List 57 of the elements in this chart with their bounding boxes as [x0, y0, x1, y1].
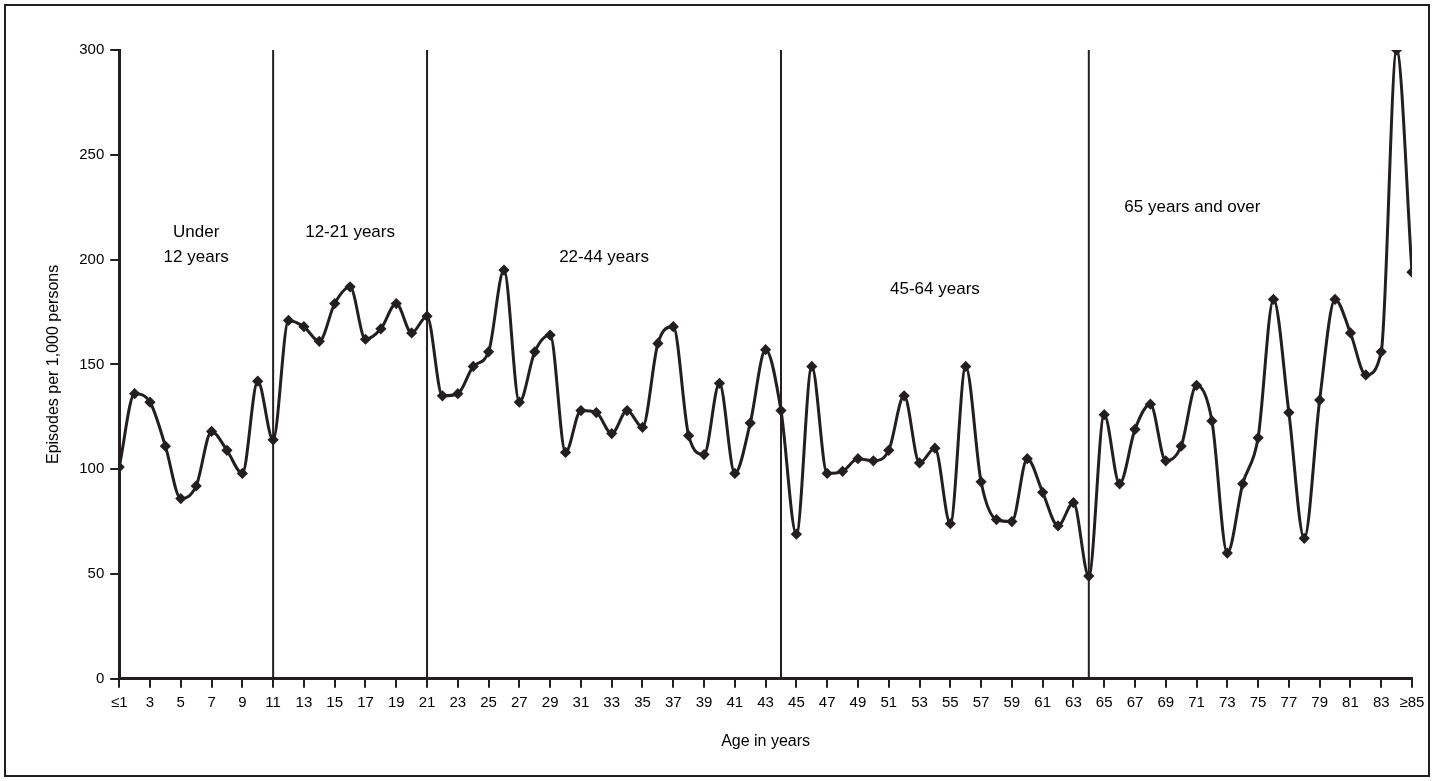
y-tick-label: 0	[95, 668, 105, 686]
x-tick-label: 41	[726, 692, 744, 710]
x-tick-label: 9	[238, 692, 247, 710]
x-tick-label: 79	[1311, 692, 1328, 710]
y-tick-label: 50	[87, 564, 105, 582]
annotation: Under 12 years	[163, 222, 229, 267]
x-tick-label: 67	[1126, 692, 1144, 710]
x-tick-label: 53	[911, 692, 928, 710]
x-tick-label: 21	[418, 692, 436, 710]
annotation: 12-21 years	[305, 222, 395, 242]
x-tick-label: 17	[357, 692, 374, 710]
x-tick-label: 47	[818, 692, 836, 710]
x-tick-label: 65	[1095, 692, 1113, 710]
x-tick-label: 71	[1188, 692, 1205, 710]
annotation: 65 years and over	[1124, 196, 1261, 216]
x-tick-label: 55	[941, 692, 959, 710]
y-tick-label: 100	[79, 459, 105, 477]
x-tick-label: 27	[511, 692, 528, 710]
x-tick-label: 39	[695, 692, 713, 710]
x-tick-label: 13	[295, 692, 313, 710]
x-tick-label: 29	[541, 692, 559, 710]
x-tick-label: 49	[849, 692, 867, 710]
y-tick-label: 200	[79, 249, 105, 267]
x-tick-label: 81	[1342, 692, 1359, 710]
x-tick-label: 11	[265, 692, 281, 710]
x-tick-label: 15	[326, 692, 344, 710]
x-tick-label: 77	[1280, 692, 1298, 710]
x-tick-label: 7	[207, 692, 216, 710]
annotation: 22-44 years	[559, 247, 649, 267]
x-tick-label: 37	[664, 692, 682, 710]
x-tick-label: 61	[1034, 692, 1051, 710]
annotation: 45-64 years	[890, 278, 980, 298]
x-tick-label: 51	[880, 692, 898, 710]
x-tick-label: 83	[1372, 692, 1390, 710]
y-tick-label: 300	[79, 40, 105, 58]
x-tick-label: 45	[788, 692, 805, 710]
x-tick-label: 25	[480, 692, 497, 710]
x-tick-label: 69	[1157, 692, 1175, 710]
x-tick-label: 3	[145, 692, 155, 710]
x-tick-label: 57	[972, 692, 990, 710]
x-tick-label: 75	[1249, 692, 1267, 710]
x-tick-label: 5	[176, 692, 185, 710]
x-tick-label: 19	[387, 692, 405, 710]
x-tick-label: ≥85	[1399, 692, 1425, 710]
x-tick-label: 35	[634, 692, 651, 710]
x-tick-label: 63	[1065, 692, 1082, 710]
x-tick-label: 73	[1218, 692, 1236, 710]
y-tick-label: 150	[79, 354, 105, 372]
y-tick-label: 250	[79, 144, 105, 162]
x-axis-title: Age in years	[721, 731, 811, 749]
x-tick-label: 33	[603, 692, 621, 710]
x-tick-label: 59	[1003, 692, 1021, 710]
x-tick-label: 23	[449, 692, 467, 710]
x-tick-label: ≤1	[110, 692, 128, 710]
x-tick-label: 31	[572, 692, 590, 710]
y-axis-title: Episodes per 1,000 persons	[44, 264, 62, 465]
x-tick-label: 43	[757, 692, 774, 710]
